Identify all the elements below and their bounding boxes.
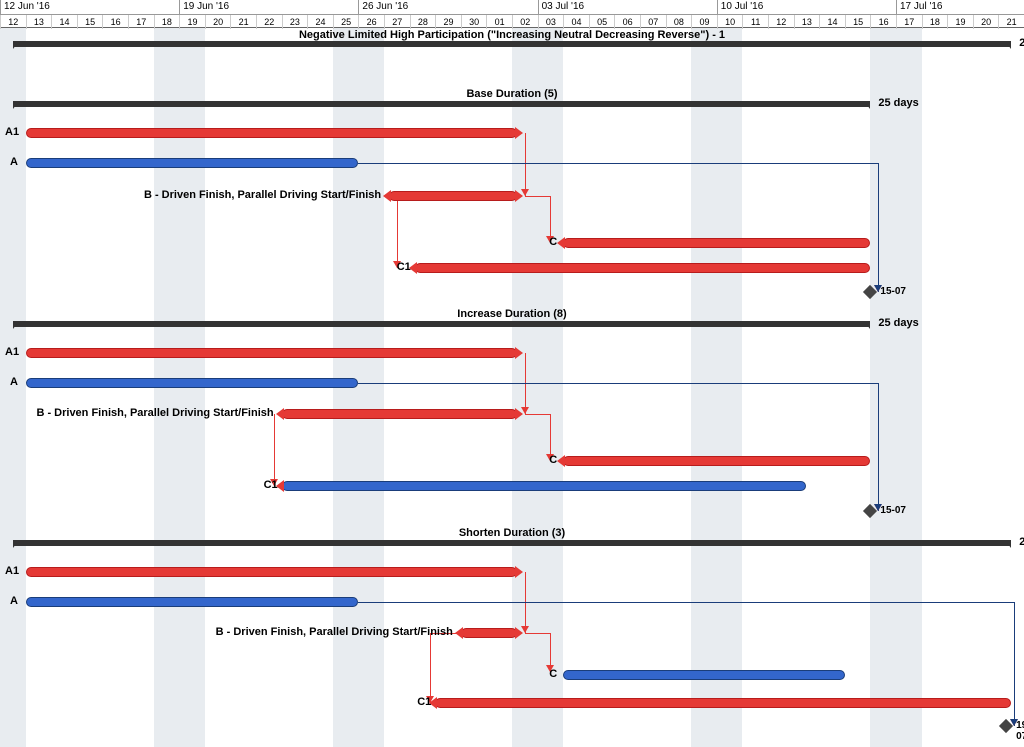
task-label-A1: A1 (5, 126, 19, 138)
section-label: Increase Duration (8) (457, 308, 566, 320)
day-cell: 13 (794, 15, 820, 29)
weekend-shade (691, 28, 717, 747)
section-label: Shorten Duration (3) (459, 527, 565, 539)
day-cell: 14 (819, 15, 845, 29)
gantt-chart: 12 Jun '16 19 Jun '16 26 Jun '16 03 Jul '16… (0, 0, 1024, 747)
day-cell: 15 (845, 15, 871, 29)
task-bar-C[interactable] (563, 456, 870, 466)
day-cell: 11 (742, 15, 768, 29)
day-cell: 23 (282, 15, 308, 29)
task-label-C: C (549, 454, 557, 466)
day-cell: 19 (179, 15, 205, 29)
day-cell: 26 (358, 15, 384, 29)
duration-label: 27 days (1019, 37, 1024, 49)
task-bar-A1[interactable] (26, 567, 518, 577)
task-bar-B[interactable] (461, 628, 517, 638)
month-row: 12 Jun '16 19 Jun '16 26 Jun '16 03 Jul '16… (0, 0, 1024, 14)
task-label-A: A (10, 376, 18, 388)
summary-bar (13, 321, 871, 327)
chart-title: Negative Limited High Participation ("In… (299, 29, 725, 41)
summary-bar (13, 540, 1011, 546)
day-cell: 29 (435, 15, 461, 29)
day-cell: 12 (768, 15, 794, 29)
weekend-shade (717, 28, 743, 747)
day-cell: 30 (461, 15, 487, 29)
section-label: Base Duration (5) (466, 88, 557, 100)
task-label-B: B - Driven Finish, Parallel Driving Star… (216, 626, 453, 638)
day-cell: 13 (26, 15, 52, 29)
task-label-A: A (10, 156, 18, 168)
day-cell: 22 (256, 15, 282, 29)
day-cell: 06 (614, 15, 640, 29)
day-cell: 18 (154, 15, 180, 29)
task-label-C1: C1 (417, 696, 431, 708)
task-bar-C1[interactable] (415, 263, 871, 273)
day-cell: 16 (870, 15, 896, 29)
day-cell: 21 (230, 15, 256, 29)
day-cell: 20 (973, 15, 999, 29)
task-bar-B[interactable] (389, 191, 517, 201)
day-cell: 02 (512, 15, 538, 29)
month-cell: 12 Jun '16 (0, 0, 50, 14)
summary-bar (13, 41, 1011, 47)
task-label-C: C (549, 668, 557, 680)
task-label-C: C (549, 236, 557, 248)
day-cell: 16 (102, 15, 128, 29)
month-cell: 19 Jun '16 (179, 0, 229, 14)
day-cell: 01 (486, 15, 512, 29)
task-bar-A1[interactable] (26, 348, 518, 358)
task-bar-C[interactable] (563, 670, 845, 680)
day-cell: 20 (205, 15, 231, 29)
task-bar-A[interactable] (26, 597, 359, 607)
task-bar-C1[interactable] (282, 481, 807, 491)
milestone-label: 19-07 (1016, 720, 1024, 742)
duration-label: 27 days (1019, 536, 1024, 548)
day-cell: 10 (717, 15, 743, 29)
timeline-header: 12 Jun '16 19 Jun '16 26 Jun '16 03 Jul '16… (0, 0, 1024, 28)
day-cell: 28 (410, 15, 436, 29)
day-cell: 09 (691, 15, 717, 29)
task-label-A1: A1 (5, 565, 19, 577)
task-label-A: A (10, 595, 18, 607)
duration-label: 25 days (878, 97, 918, 109)
day-cell: 12 (0, 15, 26, 29)
day-cell: 25 (333, 15, 359, 29)
day-cell: 17 (896, 15, 922, 29)
task-label-C1: C1 (264, 479, 278, 491)
day-cell: 14 (51, 15, 77, 29)
task-label-A1: A1 (5, 346, 19, 358)
day-cell: 08 (666, 15, 692, 29)
day-cell: 24 (307, 15, 333, 29)
task-label-B: B - Driven Finish, Parallel Driving Star… (144, 189, 381, 201)
weekend-shade (896, 28, 922, 747)
day-cell: 19 (947, 15, 973, 29)
milestone-label: 15-07 (880, 286, 906, 297)
day-cell: 07 (640, 15, 666, 29)
day-cell: 03 (538, 15, 564, 29)
milestone-label: 15-07 (880, 505, 906, 516)
day-cell: 04 (563, 15, 589, 29)
day-cell: 05 (589, 15, 615, 29)
day-cell: 27 (384, 15, 410, 29)
day-cell: 17 (128, 15, 154, 29)
weekend-shade (870, 28, 896, 747)
month-cell: 03 Jul '16 (538, 0, 585, 14)
day-cell: 21 (998, 15, 1024, 29)
task-label-C1: C1 (397, 261, 411, 273)
task-bar-C[interactable] (563, 238, 870, 248)
day-row: 1213141516171819202122232425262728293001… (0, 14, 1024, 28)
task-bar-C1[interactable] (435, 698, 1011, 708)
task-label-B: B - Driven Finish, Parallel Driving Star… (36, 407, 273, 419)
duration-label: 25 days (878, 317, 918, 329)
month-cell: 17 Jul '16 (896, 0, 943, 14)
task-bar-A[interactable] (26, 378, 359, 388)
task-bar-A[interactable] (26, 158, 359, 168)
task-bar-A1[interactable] (26, 128, 518, 138)
day-cell: 18 (922, 15, 948, 29)
month-cell: 26 Jun '16 (358, 0, 408, 14)
task-bar-B[interactable] (282, 409, 518, 419)
summary-bar (13, 101, 871, 107)
day-cell: 15 (77, 15, 103, 29)
month-cell: 10 Jul '16 (717, 0, 764, 14)
